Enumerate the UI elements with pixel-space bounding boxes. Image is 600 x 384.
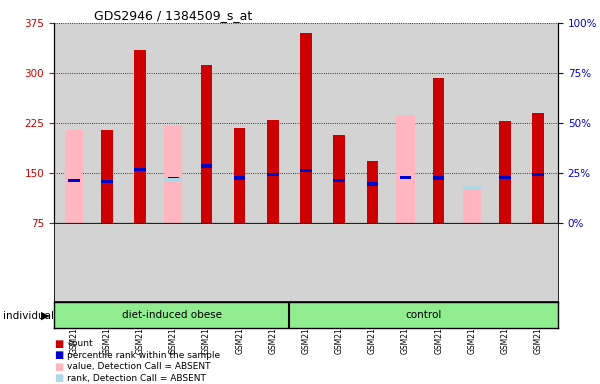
Bar	[433, 177, 445, 180]
Bar	[367, 182, 378, 186]
Bar	[300, 33, 312, 223]
Bar	[463, 186, 481, 223]
Text: value, Detection Call = ABSENT: value, Detection Call = ABSENT	[67, 362, 211, 371]
Bar	[499, 176, 511, 179]
Text: ■: ■	[54, 373, 63, 383]
Text: ■: ■	[54, 339, 63, 349]
Bar	[532, 173, 544, 177]
Text: ■: ■	[54, 350, 63, 360]
Bar	[499, 121, 511, 223]
Bar	[201, 164, 212, 168]
Text: ■: ■	[54, 362, 63, 372]
Bar	[400, 176, 411, 179]
Bar	[267, 119, 278, 223]
Bar	[397, 115, 415, 223]
Bar	[300, 169, 312, 172]
Bar	[167, 177, 179, 180]
Bar	[101, 129, 113, 223]
Bar	[164, 178, 182, 181]
Text: diet-induced obese: diet-induced obese	[122, 310, 221, 320]
Bar	[532, 113, 544, 223]
Bar	[463, 186, 481, 189]
Bar	[101, 180, 113, 183]
Bar	[334, 179, 345, 182]
Bar	[164, 125, 182, 223]
Text: ▶: ▶	[41, 311, 49, 321]
Bar	[201, 65, 212, 223]
Text: individual: individual	[3, 311, 54, 321]
Bar	[433, 78, 445, 223]
Text: control: control	[406, 310, 442, 320]
Bar	[68, 179, 80, 182]
Bar	[267, 173, 278, 177]
Bar	[134, 50, 146, 223]
Bar	[367, 161, 378, 223]
Bar	[334, 135, 345, 223]
Text: GDS2946 / 1384509_s_at: GDS2946 / 1384509_s_at	[94, 9, 253, 22]
Bar	[234, 177, 245, 180]
Bar	[234, 127, 245, 223]
Bar	[134, 168, 146, 171]
Bar	[65, 129, 83, 223]
Text: count: count	[67, 339, 93, 348]
Text: rank, Detection Call = ABSENT: rank, Detection Call = ABSENT	[67, 374, 206, 383]
Text: percentile rank within the sample: percentile rank within the sample	[67, 351, 220, 360]
